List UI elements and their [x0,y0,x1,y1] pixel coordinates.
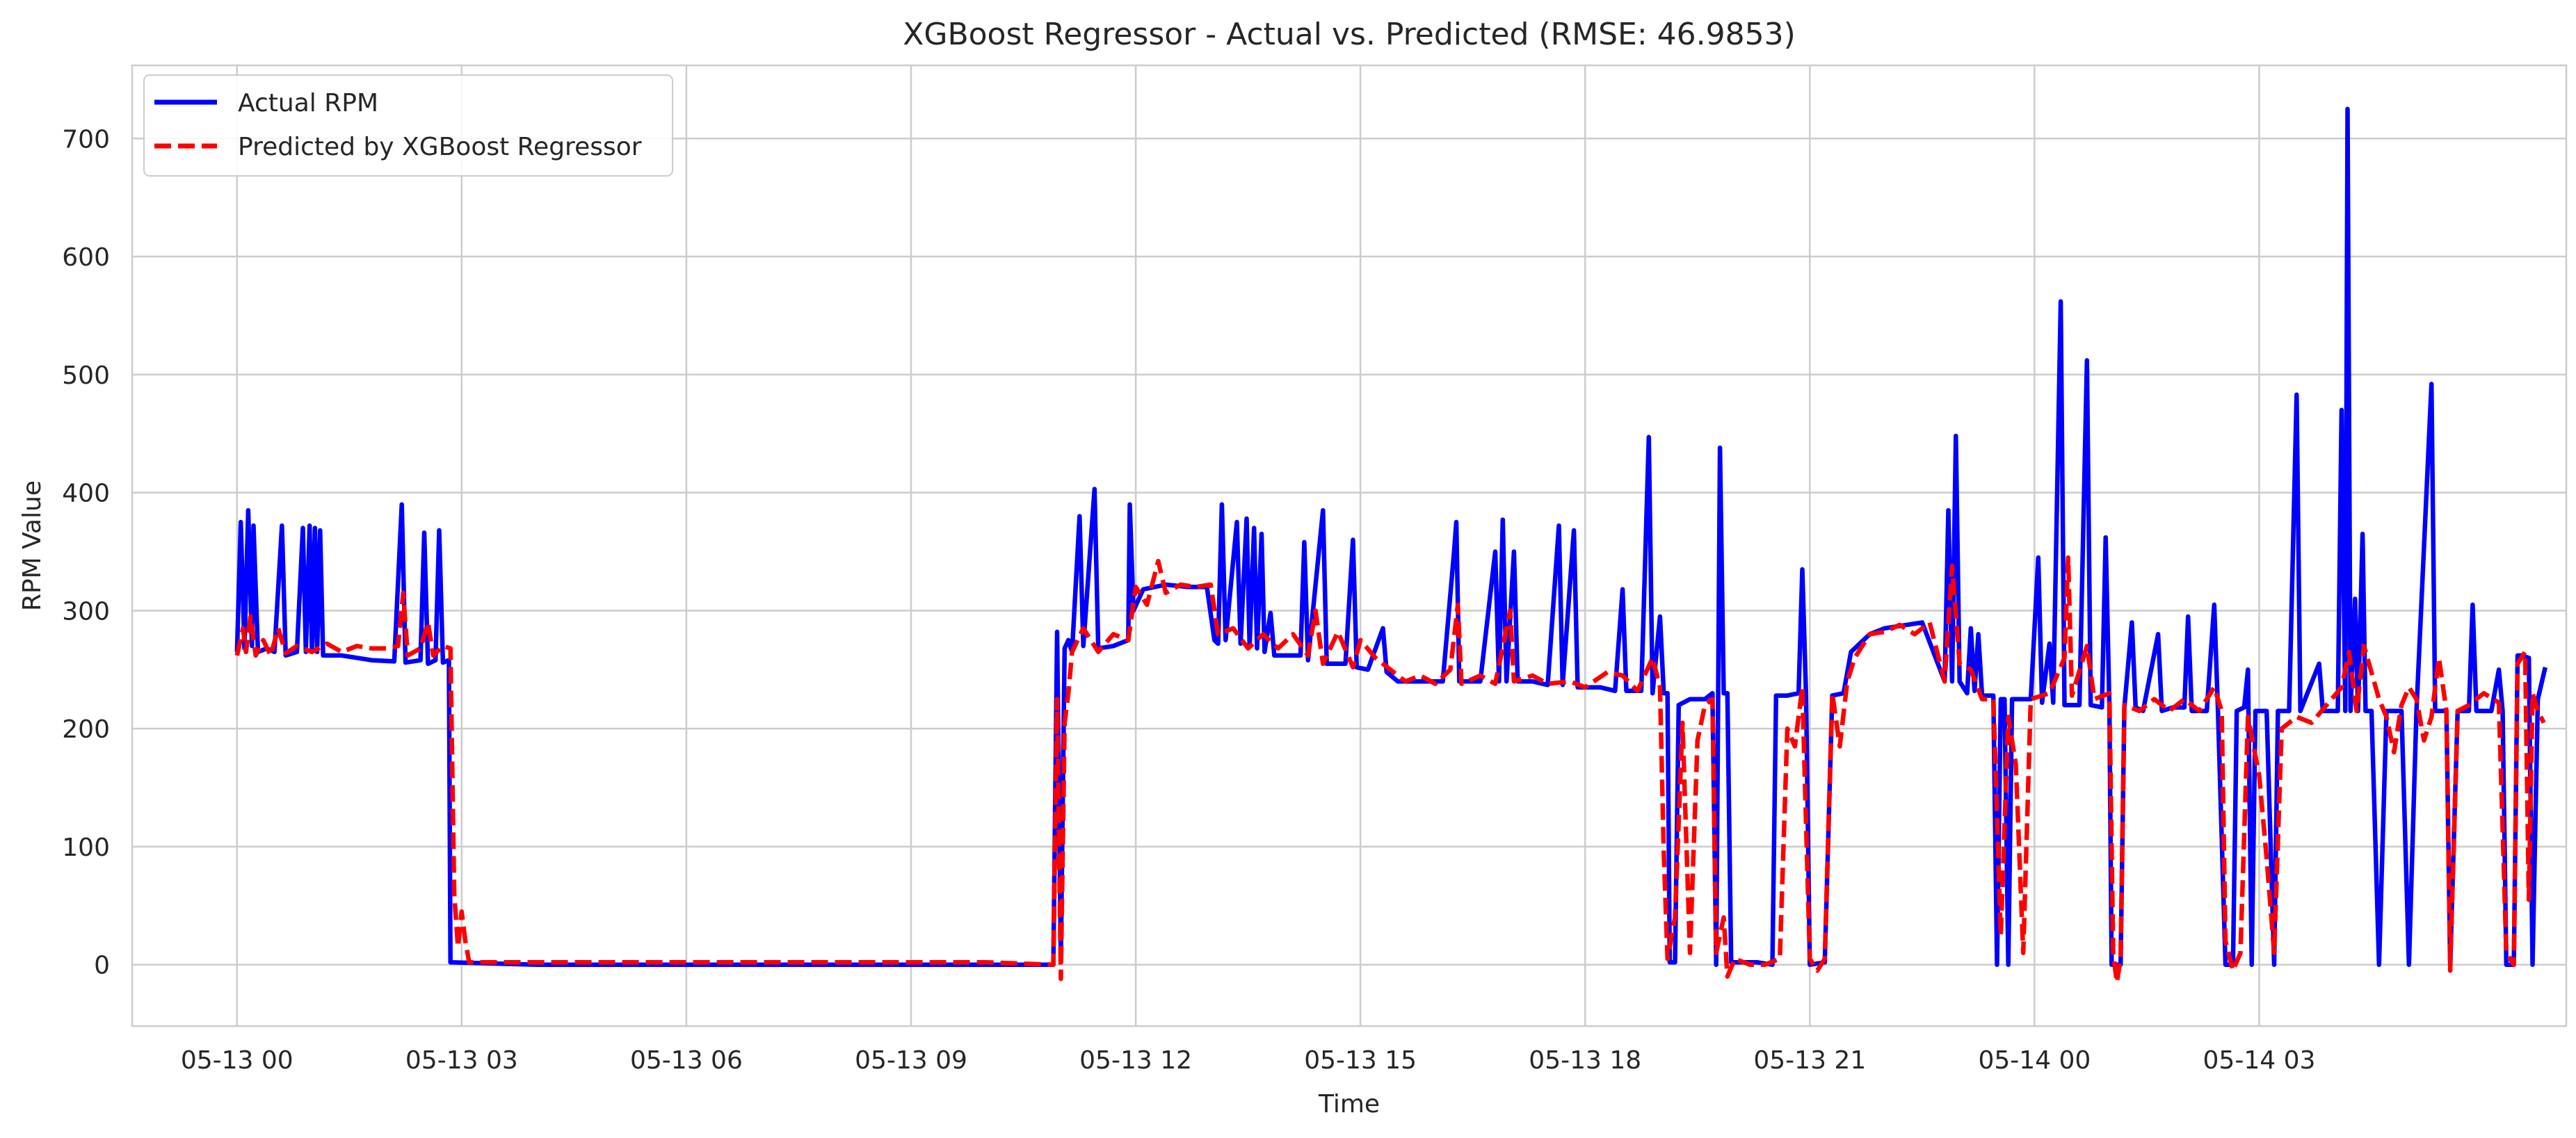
x-tick-label: 05-13 12 [1079,1046,1192,1075]
series-line-predicted [234,555,2546,985]
x-axis-label: Time [1318,1090,1380,1119]
legend-label-actual: Actual RPM [238,89,378,117]
legend-label-predicted: Predicted by XGBoost Regressor [238,133,642,161]
y-tick-label: 400 [62,480,110,508]
chart-title: XGBoost Regressor - Actual vs. Predicted… [903,17,1796,52]
x-tick-label: 05-13 00 [181,1046,293,1075]
x-tick-label: 05-14 00 [1978,1046,2091,1075]
series-layer [234,106,2547,985]
y-tick-label: 100 [62,834,110,862]
x-tick-label: 05-13 15 [1304,1046,1417,1075]
legend-box [143,74,673,177]
x-tick-label: 05-14 03 [2203,1046,2316,1075]
legend: Actual RPM Predicted by XGBoost Regresso… [143,74,673,177]
x-tick-label: 05-13 09 [855,1046,967,1075]
y-tick-label: 600 [62,243,110,272]
y-tick-label: 200 [62,715,110,744]
x-tick-label: 05-13 18 [1529,1046,1641,1075]
plot-area-frame [131,64,2568,1027]
x-tick-label: 05-13 21 [1753,1046,1866,1075]
y-tick-label: 300 [62,597,110,626]
y-axis-label: RPM Value [18,480,47,611]
x-tick-label: 05-13 06 [630,1046,743,1075]
y-tick-label: 500 [62,361,110,390]
y-tick-label: 700 [62,125,110,154]
x-tick-label: 05-13 03 [405,1046,518,1075]
ticks: 05-13 00 05-13 03 05-13 06 05-13 09 05-13 12… [62,125,2315,1075]
y-tick-label: 0 [94,952,110,980]
